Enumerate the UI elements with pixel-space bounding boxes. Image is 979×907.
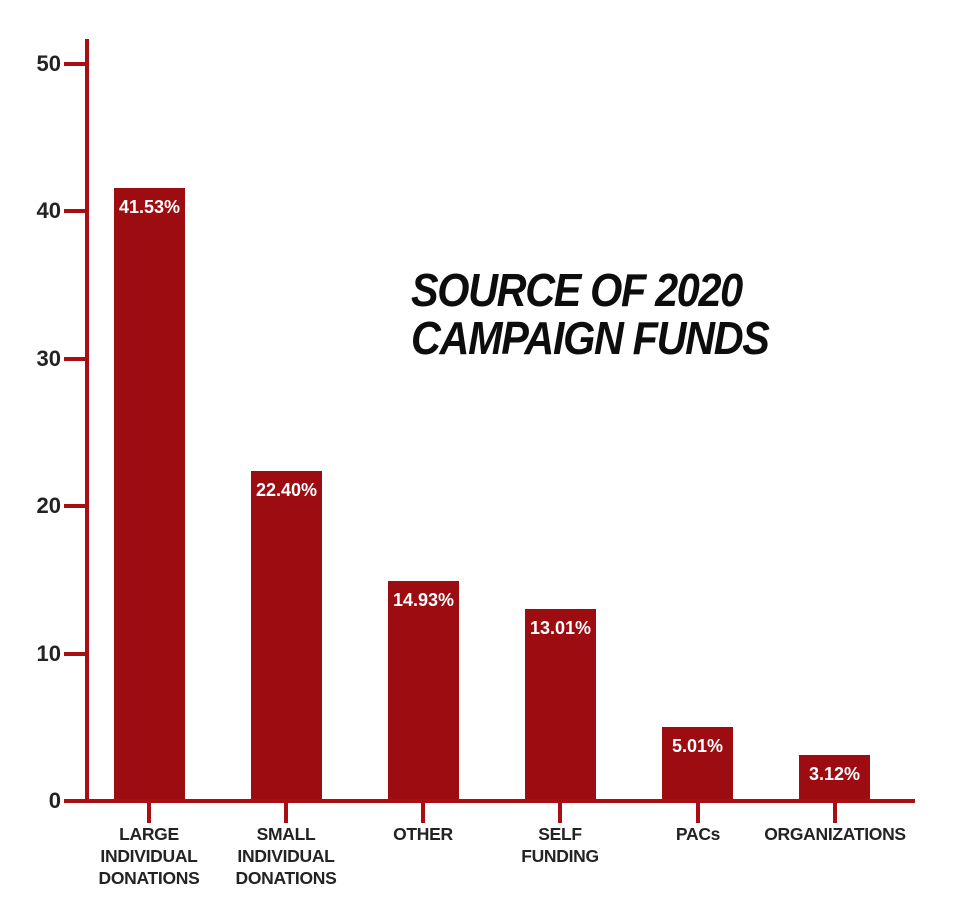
category-label-1: SMALL INDIVIDUAL DONATIONS (211, 823, 361, 889)
category-label-line: ORGANIZATIONS (764, 824, 906, 844)
category-label-line: SMALL (256, 824, 316, 844)
y-tick-label-0: 0 (48, 788, 61, 813)
category-label-3: SELF FUNDING (485, 823, 635, 867)
chart-title: SOURCE OF 2020 CAMPAIGN FUNDS (411, 264, 770, 365)
y-axis-line (85, 39, 89, 803)
x-tick-mark-0 (147, 803, 151, 823)
category-label-line: PACs (675, 824, 721, 844)
y-tick-mark-20 (64, 504, 89, 508)
category-label-4: PACs (623, 823, 773, 845)
bar-value-label-5: 3.12% (808, 764, 861, 784)
category-label-line: FUNDING (521, 846, 599, 866)
bar-2: 14.93% (388, 581, 459, 801)
x-tick-mark-5 (833, 803, 837, 823)
x-tick-mark-1 (284, 803, 288, 823)
bar-4: 5.01% (662, 727, 733, 801)
category-label-line: INDIVIDUAL (100, 846, 198, 866)
category-label-line: DONATIONS (98, 868, 200, 888)
x-tick-mark-2 (421, 803, 425, 823)
x-tick-mark-3 (558, 803, 562, 823)
x-axis-line (64, 799, 915, 803)
y-tick-mark-10 (64, 651, 89, 656)
bar-value-label-1: 22.40% (255, 480, 318, 500)
bar-5: 3.12% (799, 755, 870, 801)
y-tick-label-10: 10 (36, 640, 61, 666)
bar-1: 22.40% (251, 471, 322, 801)
category-label-line: SELF (538, 824, 582, 844)
bar-value-label-2: 14.93% (392, 590, 455, 610)
y-tick-label-40: 40 (36, 198, 61, 223)
category-label-0: LARGE INDIVIDUAL DONATIONS (74, 823, 224, 889)
category-label-line: LARGE (119, 824, 179, 844)
y-tick-mark-40 (64, 209, 89, 213)
category-label-line: DONATIONS (235, 868, 337, 888)
bar-0: 41.53% (114, 188, 185, 801)
category-label-5: ORGANIZATIONS (760, 823, 910, 845)
y-tick-label-20: 20 (36, 493, 61, 518)
category-label-2: OTHER (348, 823, 498, 845)
chart-title-line1: SOURCE OF 2020 (411, 264, 743, 316)
y-tick-label-50: 50 (36, 50, 61, 76)
y-tick-label-30: 30 (36, 345, 61, 371)
y-tick-mark-30 (64, 356, 89, 361)
category-label-line: OTHER (393, 824, 453, 844)
category-label-line: INDIVIDUAL (237, 846, 335, 866)
bar-3: 13.01% (525, 609, 596, 801)
bar-value-label-4: 5.01% (671, 736, 724, 756)
bar-value-label-0: 41.53% (118, 197, 181, 217)
x-tick-mark-4 (696, 803, 700, 823)
bar-value-label-3: 13.01% (529, 618, 592, 638)
y-tick-mark-50 (64, 61, 89, 66)
chart-title-line2: CAMPAIGN FUNDS (411, 312, 770, 365)
